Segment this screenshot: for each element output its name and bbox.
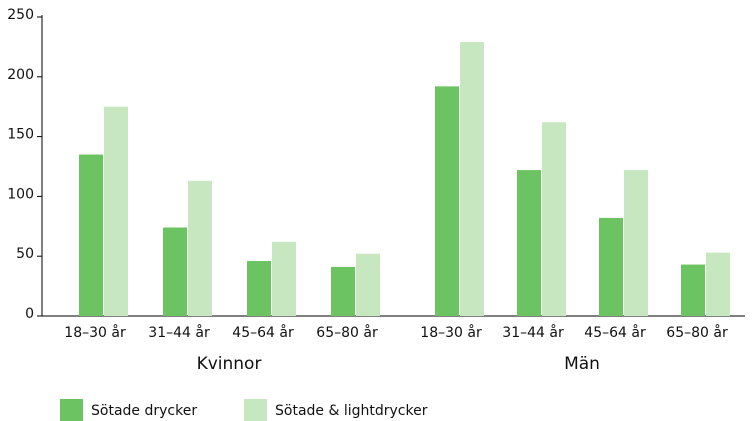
y-tick-label: 200 bbox=[7, 67, 34, 83]
bar bbox=[79, 154, 103, 316]
bar bbox=[331, 266, 355, 316]
legend-label: Sötade & lightdrycker bbox=[275, 403, 428, 419]
y-tick-label: 50 bbox=[16, 246, 34, 262]
bar bbox=[104, 106, 128, 316]
bar bbox=[542, 122, 566, 316]
group-label: Kvinnor bbox=[197, 354, 262, 374]
y-tick-label: 0 bbox=[25, 306, 34, 322]
bar bbox=[599, 217, 623, 316]
bar bbox=[272, 241, 296, 316]
x-tick-label: 31–44 år bbox=[148, 324, 210, 341]
x-tick-label: 45–64 år bbox=[584, 324, 646, 341]
bar bbox=[356, 253, 380, 316]
legend-swatch bbox=[60, 399, 83, 421]
bar bbox=[247, 260, 271, 316]
bar bbox=[188, 180, 212, 316]
bar bbox=[163, 227, 187, 316]
x-tick-label: 31–44 år bbox=[502, 324, 564, 341]
x-tick-label: 45–64 år bbox=[232, 324, 294, 341]
bar bbox=[435, 86, 459, 316]
x-tick-label: 18–30 år bbox=[64, 324, 126, 341]
bar bbox=[460, 42, 484, 317]
group-label: Män bbox=[564, 354, 600, 374]
legend-label: Sötade drycker bbox=[91, 403, 197, 419]
bar bbox=[681, 264, 705, 316]
y-tick-label: 250 bbox=[7, 7, 34, 23]
legend-swatch bbox=[244, 399, 267, 421]
bar bbox=[517, 170, 541, 316]
x-tick-label: 65–80 år bbox=[316, 324, 378, 341]
bar bbox=[706, 252, 730, 316]
x-tick-label: 18–30 år bbox=[420, 324, 482, 341]
x-tick-label: 65–80 år bbox=[666, 324, 728, 341]
bar bbox=[624, 170, 648, 316]
y-tick-label: 150 bbox=[7, 127, 34, 143]
y-tick-label: 100 bbox=[7, 186, 34, 202]
